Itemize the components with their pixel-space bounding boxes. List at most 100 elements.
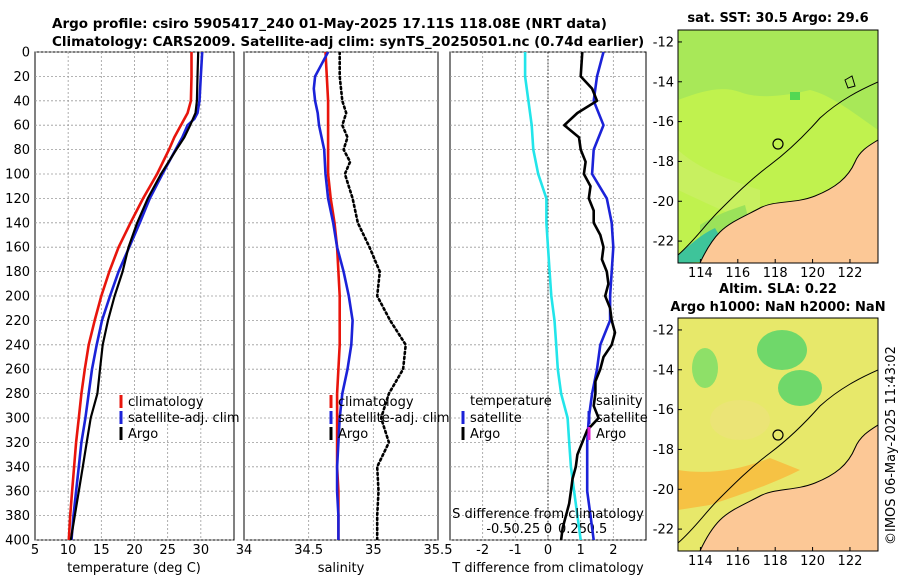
depth-tick-label: 120 [5, 192, 30, 207]
legend-salinity-title: salinity [596, 394, 643, 409]
coastline [699, 424, 878, 551]
s-difference-tick-labels: -0.5-0.25 0 0.25 0.5 [486, 522, 607, 537]
sla-high-2 [757, 330, 807, 370]
temperature-legend: climatology satellite-adj. clim Argo [119, 395, 240, 442]
x-tick-label: 1 [577, 543, 585, 558]
map-lon-label: 120 [800, 266, 825, 281]
depth-tick-labels: 0 20 40 60 80 100 120 140 160 180 200 220 240 260 280 3… [5, 46, 30, 549]
sla-patch [710, 400, 770, 440]
land-australia [700, 140, 878, 263]
difference-legend: temperature satellite Argo salinity sate… [461, 394, 648, 442]
map-lat-label: -22 [653, 523, 674, 538]
coastline [699, 139, 878, 263]
isobath [678, 81, 878, 256]
depth-tick-label: 180 [5, 265, 30, 280]
sst-patch [678, 30, 878, 130]
map-lat-label: -18 [653, 155, 674, 170]
x-tick-label: 34.5 [294, 543, 323, 558]
depth-tick-label: 200 [5, 290, 30, 305]
depth-tick-label: 340 [5, 460, 30, 475]
map-lon-label: 116 [725, 266, 750, 281]
x-tick-label: 30 [193, 543, 210, 558]
depth-tick-label: 380 [5, 509, 30, 524]
series-satellite-adj-clim [70, 52, 204, 540]
legend-temperature-title: temperature [470, 394, 552, 409]
map-lon-label: 118 [763, 554, 788, 569]
map-lat-label: -16 [653, 115, 674, 130]
sla-map-title-2: Argo h1000: NaN h2000: NaN [670, 300, 885, 315]
sst-map-frame [677, 29, 879, 264]
depth-tick-label: 100 [5, 168, 30, 183]
temperature-xlabel: temperature (deg C) [67, 561, 201, 576]
series-climatology [67, 52, 193, 540]
legend-climatology: climatology [338, 395, 414, 410]
legend-t-satellite: satellite [470, 411, 522, 426]
depth-tick-label: 80 [13, 143, 30, 158]
depth-tick-label: 220 [5, 314, 30, 329]
map-lat-label: -12 [653, 35, 674, 50]
depth-tick-label: 260 [5, 363, 30, 378]
series-temperature-satellite [523, 52, 582, 540]
series-satellite-adj-clim [312, 52, 354, 540]
legend-s-argo: Argo [596, 427, 626, 442]
depth-tick-label: 40 [13, 94, 30, 109]
s-difference-xlabel: S difference from climatology [452, 507, 644, 522]
sla-map-frame [677, 317, 879, 552]
sst-coastal-cold [678, 228, 722, 263]
x-tick-label: 0 [544, 543, 552, 558]
map-lat-label: -14 [653, 75, 674, 90]
salinity-legend: climatology satellite-adj. clim Argo [329, 395, 450, 442]
x-tick-label: -2 [476, 543, 489, 558]
t-difference-xlabel: T difference from climatology [451, 561, 644, 576]
x2-tick-label: -0.25 [507, 522, 541, 537]
depth-tick-label: 300 [5, 412, 30, 427]
title-line-2: Climatology: CARS2009. Satellite-adj cli… [52, 34, 644, 50]
depth-tick-label: 240 [5, 338, 30, 353]
x-tick-label: 25 [159, 543, 176, 558]
series-salinity-satellite [585, 52, 615, 540]
argo-location-marker [772, 429, 784, 441]
map-lat-label: -22 [653, 235, 674, 250]
depth-tick-label: 280 [5, 387, 30, 402]
series-argo [69, 52, 200, 540]
map-lat-label: -14 [653, 363, 674, 378]
argo-location-marker [772, 138, 784, 150]
legend-climatology: climatology [128, 395, 204, 410]
x-tick-label: 20 [126, 543, 143, 558]
isobath [678, 369, 878, 544]
land-australia [700, 425, 878, 551]
map-lon-label: 120 [800, 554, 825, 569]
depth-tick-label: 400 [5, 534, 30, 549]
difference-lines [523, 52, 617, 540]
x2-tick-label: -0.5 [486, 522, 511, 537]
sst-map-title: sat. SST: 30.5 Argo: 29.6 [687, 11, 868, 26]
map-lon-label: 118 [763, 266, 788, 281]
sst-map [678, 30, 878, 263]
sla-high-3 [778, 370, 822, 406]
sla-map-title-1: Altim. SLA: 0.22 [719, 282, 837, 297]
temperature-lines [67, 52, 204, 540]
legend-argo: Argo [128, 427, 158, 442]
legend-argo: Argo [338, 427, 368, 442]
salinity-xlabel: salinity [318, 561, 365, 576]
sst-band [678, 150, 760, 225]
t-difference-tick-labels: -2 -1 0 1 2 [476, 543, 617, 558]
legend-s-satellite: satellite [596, 411, 648, 426]
map-lat-label: -20 [653, 195, 674, 210]
sla-map [678, 318, 878, 551]
depth-tick-label: 20 [13, 70, 30, 85]
depth-tick-label: 160 [5, 241, 30, 256]
map-lat-label: -16 [653, 403, 674, 418]
x-tick-label: 34 [236, 543, 253, 558]
salinity-lines [312, 52, 408, 540]
sst-warm-spot [790, 92, 800, 100]
sla-map-lon-ticks: 114 116 118 120 122 [688, 547, 862, 569]
legend-t-argo: Argo [470, 427, 500, 442]
sla-high-1 [692, 348, 718, 388]
legend-satellite: satellite-adj. clim [128, 411, 240, 426]
depth-tick-label: 360 [5, 485, 30, 500]
legend-satellite: satellite-adj. clim [338, 411, 450, 426]
x-tick-label: 2 [609, 543, 617, 558]
series-argo [338, 52, 408, 540]
